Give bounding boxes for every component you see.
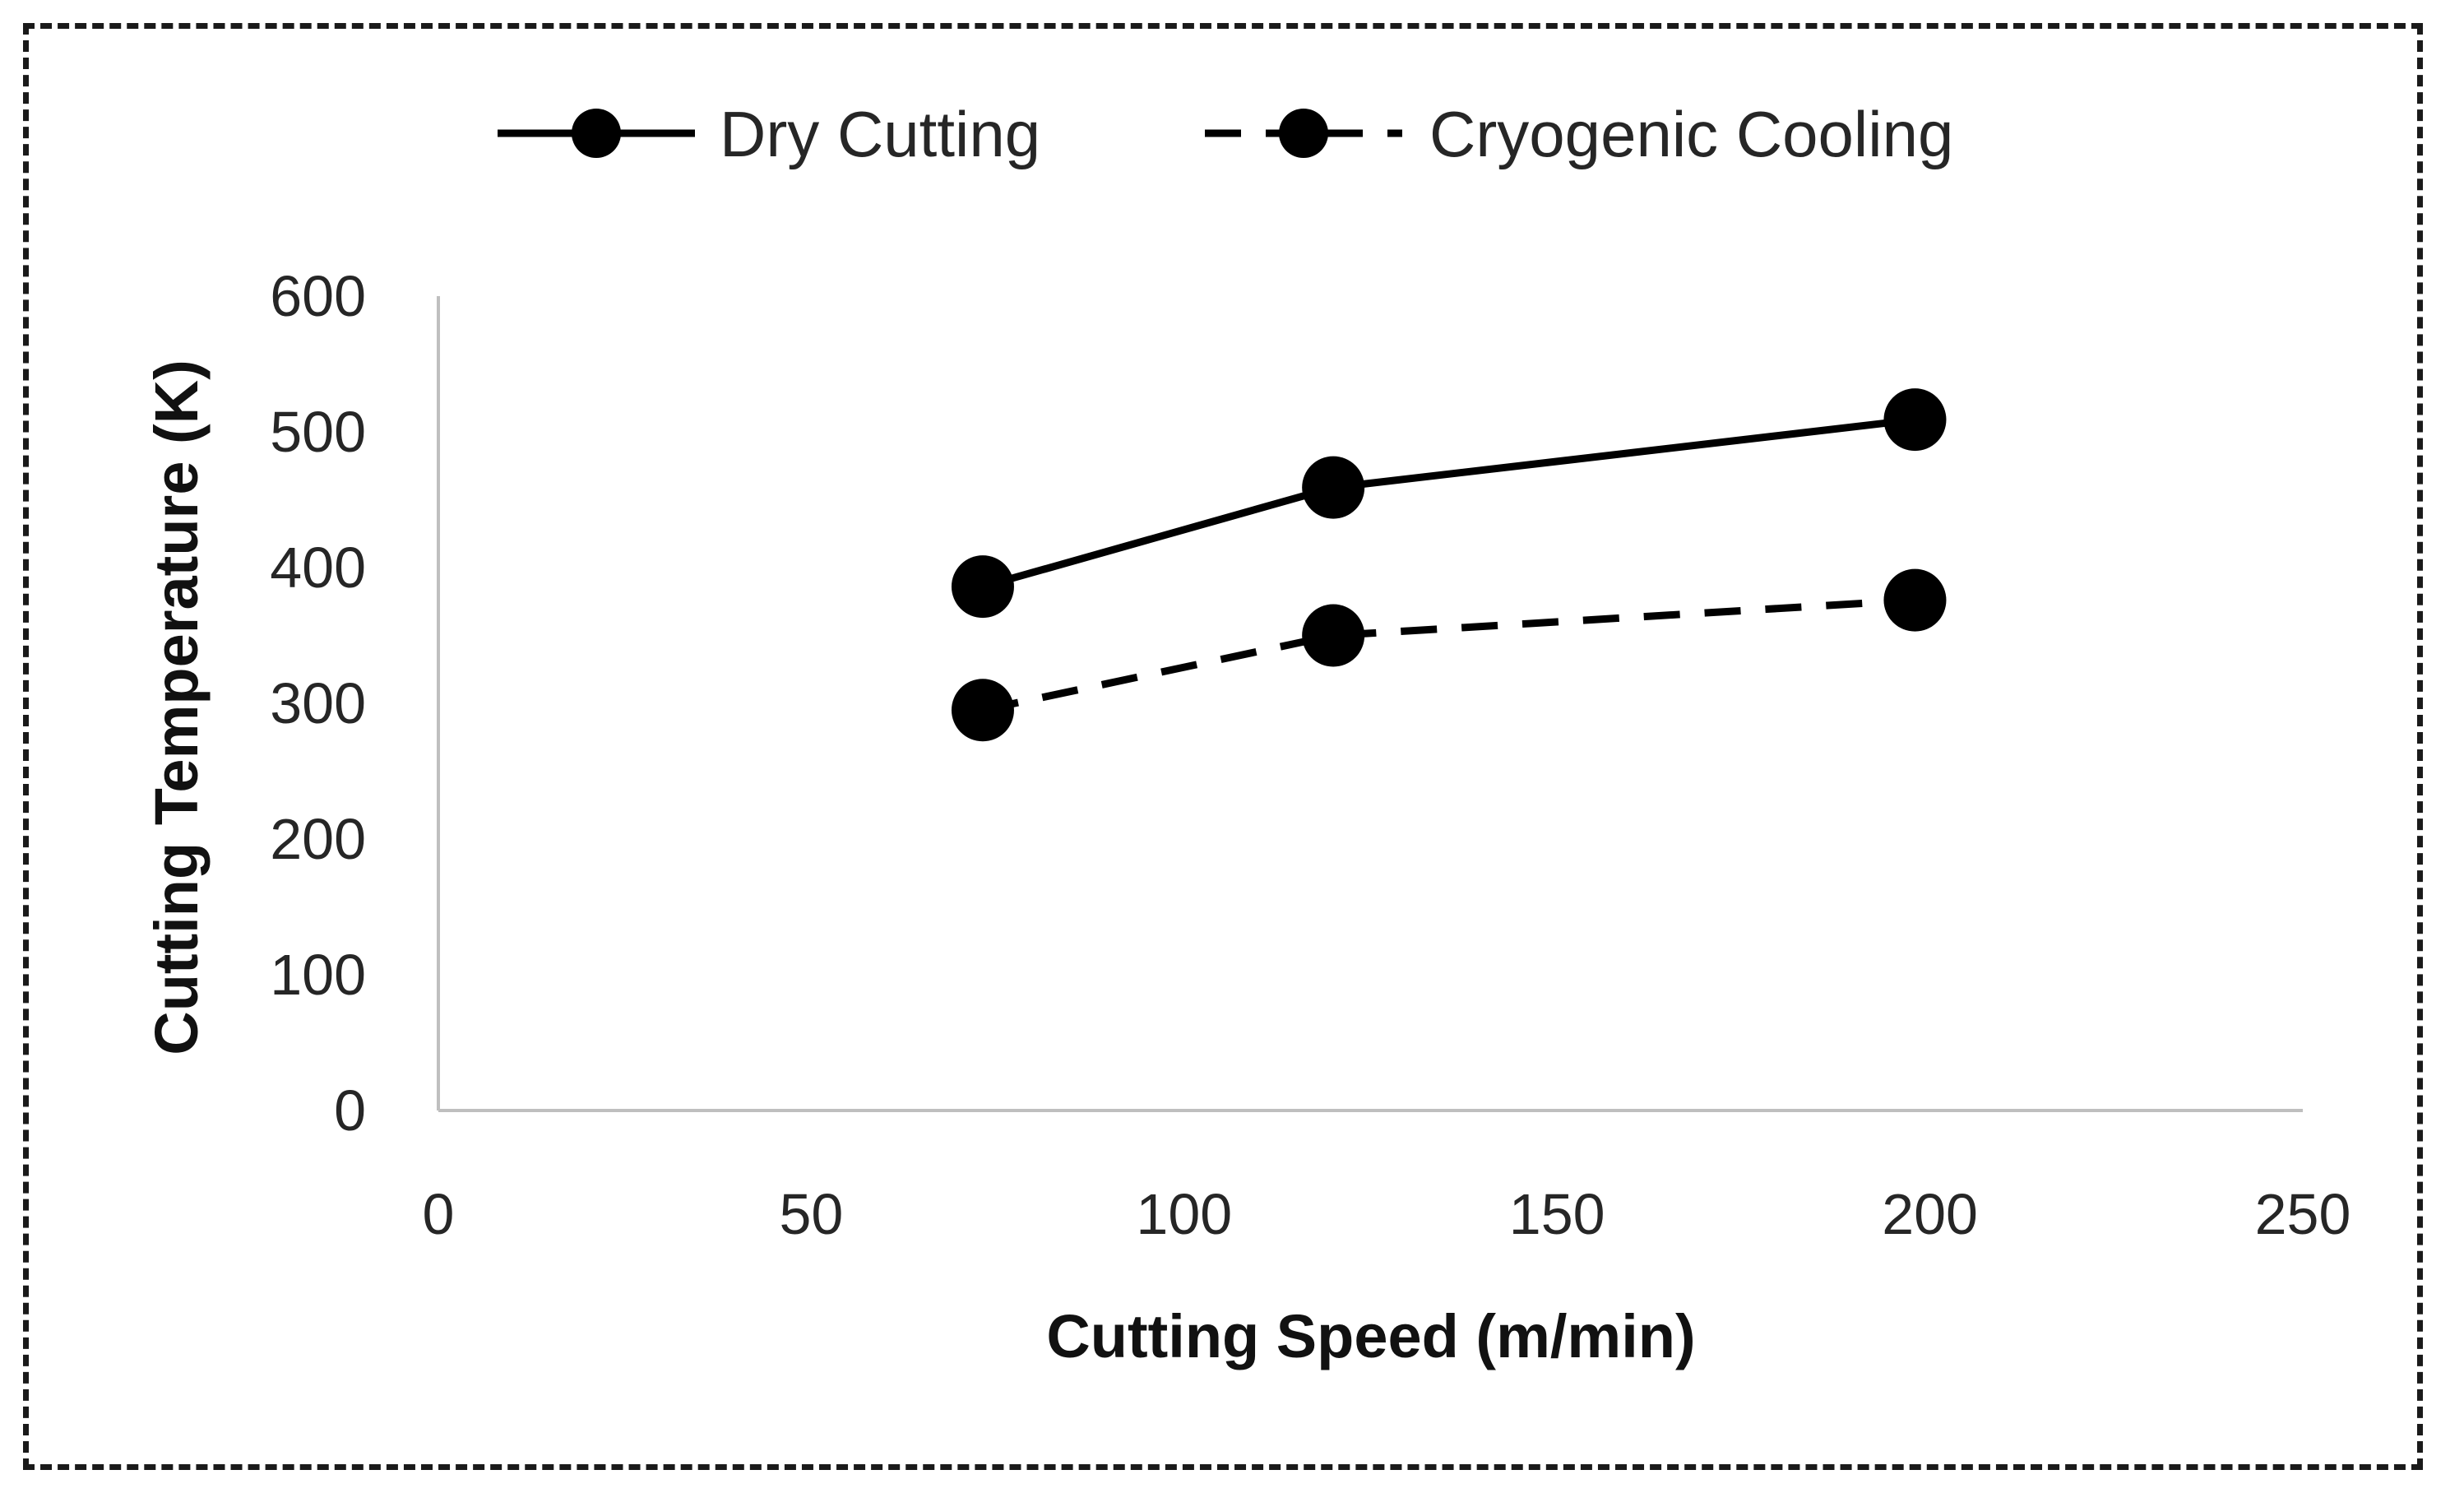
series-layer	[951, 388, 1947, 742]
y-tick-label: 400	[270, 536, 366, 600]
series-dry-cutting	[951, 388, 1947, 619]
y-tick-label: 100	[270, 943, 366, 1007]
data-point-cryogenic-cooling	[1302, 604, 1365, 667]
x-tick-label: 250	[2255, 1182, 2351, 1246]
y-tick-label: 200	[270, 807, 366, 871]
series-line-cryogenic-cooling	[982, 596, 1915, 714]
legend-item-dry-cutting: Dry Cutting	[498, 98, 1040, 170]
legend-item-cryogenic-cooling: Cryogenic Cooling	[1205, 98, 1953, 170]
data-point-dry-cutting	[1302, 456, 1365, 519]
x-tick-label: 150	[1509, 1182, 1605, 1246]
series-cryogenic-cooling	[951, 568, 1947, 742]
legend: Dry Cutting Cryogenic Cooling	[498, 98, 1953, 170]
y-tick-label: 500	[270, 400, 366, 464]
x-tick-label: 0	[423, 1182, 455, 1246]
x-tick-label: 50	[779, 1182, 843, 1246]
data-point-cryogenic-cooling	[1883, 568, 1947, 632]
data-point-cryogenic-cooling	[951, 679, 1014, 742]
legend-label-cryogenic-cooling: Cryogenic Cooling	[1429, 98, 1953, 170]
axes	[437, 296, 2303, 1112]
x-tick-label: 200	[1882, 1182, 1978, 1246]
y-tick-label: 300	[270, 671, 366, 735]
legend-marker-dry-cutting	[572, 109, 621, 158]
legend-marker-cryogenic-cooling	[1279, 109, 1328, 158]
data-point-dry-cutting	[951, 555, 1014, 619]
y-tick-label: 600	[270, 264, 366, 328]
legend-label-dry-cutting: Dry Cutting	[720, 98, 1040, 170]
series-line-dry-cutting	[981, 415, 1915, 591]
y-tick-labels: 0 100 200 300 400 500 600	[270, 264, 366, 1143]
chart-frame	[23, 23, 2423, 1470]
y-axis-title: Cutting Temperature (K)	[142, 359, 211, 1055]
x-tick-label: 100	[1136, 1182, 1232, 1246]
x-axis-title: Cutting Speed (m/min)	[1046, 1302, 1695, 1370]
x-tick-labels: 0 50 100 150 200 250	[423, 1182, 2351, 1246]
y-tick-label: 0	[334, 1078, 366, 1143]
data-point-dry-cutting	[1883, 388, 1947, 452]
